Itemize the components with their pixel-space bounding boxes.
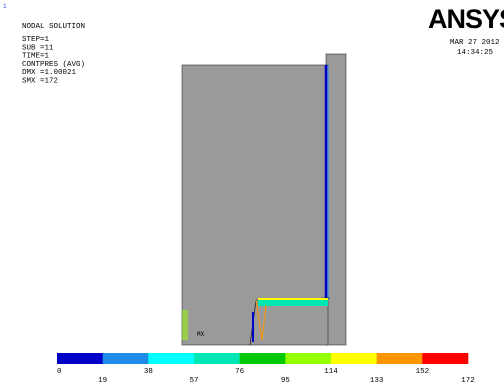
legend-swatch xyxy=(331,353,377,364)
legend-swatch xyxy=(194,353,240,364)
legend-swatch xyxy=(285,353,331,364)
legend-label: 152 xyxy=(416,368,430,376)
info-line: SMX =172 xyxy=(22,78,58,86)
legend-label: 114 xyxy=(324,368,338,376)
legend-label: 133 xyxy=(370,377,384,385)
legend-label: 0 xyxy=(57,368,62,376)
contact-band xyxy=(182,310,188,340)
info-line: CONTPRES (AVG) xyxy=(22,61,85,69)
logo: ANSYS xyxy=(428,4,504,34)
screen: 1 NODAL SOLUTION MAR 27 2012 14:34:25 AN… xyxy=(0,0,504,385)
model-label: MX xyxy=(197,331,205,338)
legend-swatch xyxy=(148,353,194,364)
legend-swatch xyxy=(240,353,286,364)
info-line: DMX =1.00021 xyxy=(22,69,77,77)
date: MAR 27 2012 xyxy=(450,39,500,47)
legend-swatch xyxy=(422,353,468,364)
model-strip xyxy=(326,54,346,345)
legend-label: 76 xyxy=(235,368,245,376)
legend-swatch xyxy=(377,353,423,364)
model: MX xyxy=(182,54,346,345)
legend-label: 172 xyxy=(461,377,475,385)
legend-label: 95 xyxy=(281,377,291,385)
legend-swatch xyxy=(103,353,149,364)
plot-title: NODAL SOLUTION xyxy=(22,23,85,31)
time: 14:34:25 xyxy=(457,49,494,57)
legend-label: 19 xyxy=(98,377,107,385)
info-line: TIME=1 xyxy=(22,53,50,61)
legend-label: 57 xyxy=(189,377,198,385)
window-index: 1 xyxy=(3,3,7,10)
legend-label: 38 xyxy=(144,368,153,376)
legend-swatch xyxy=(57,353,103,364)
info-line: STEP=1 xyxy=(22,36,50,44)
contact-band xyxy=(258,298,328,300)
ansys-view: 1 NODAL SOLUTION MAR 27 2012 14:34:25 AN… xyxy=(0,0,504,385)
info-line: SUB =11 xyxy=(22,44,54,52)
